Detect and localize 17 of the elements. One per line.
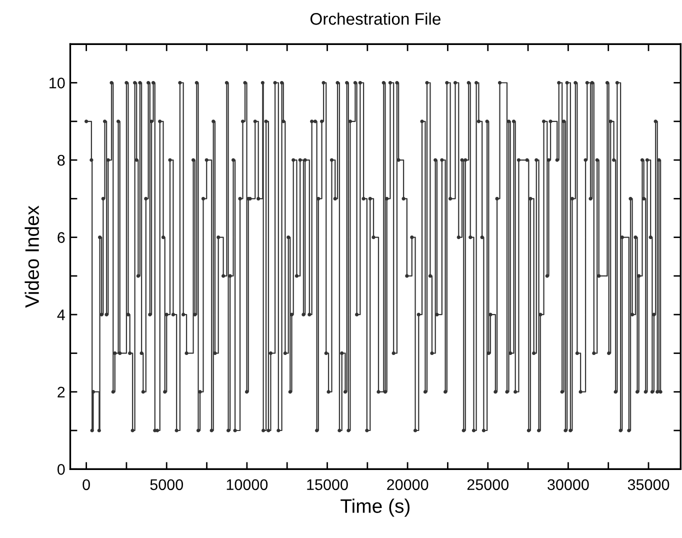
x-tick-label: 10000 [226, 479, 268, 490]
x-tick-label: 20000 [387, 479, 428, 490]
x-tick-label: 5000 [150, 479, 184, 490]
x-tick-label: 0 [82, 479, 90, 490]
y-tick-label: 2 [58, 386, 65, 398]
y-tick-label: 0 [57, 464, 65, 475]
y-tick-label: 4 [57, 310, 65, 320]
x-tick-label: 15000 [307, 479, 348, 490]
y-tick-label: 10 [50, 78, 65, 88]
x-tick-label: 25000 [467, 479, 509, 490]
x-tick-label: 30000 [548, 479, 589, 490]
y-axis-title: Video Index [24, 206, 39, 308]
x-tick-label: 35000 [628, 479, 670, 490]
chart-title: Orchestration File [310, 12, 440, 25]
x-axis-title: Time (s) [340, 498, 410, 517]
y-tick-label: 8 [58, 154, 65, 166]
y-tick-label: 6 [58, 232, 65, 243]
